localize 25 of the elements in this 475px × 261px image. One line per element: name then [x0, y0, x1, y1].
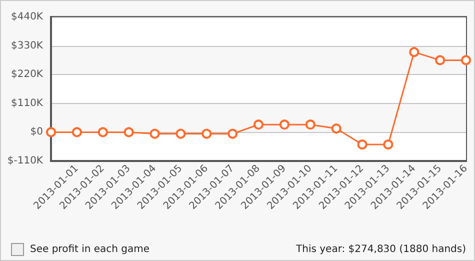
y-tick-label: $440K	[10, 12, 44, 22]
text: This year: $274,830 (1880 hands)	[296, 244, 466, 255]
y-tick-label: $-110K	[7, 156, 44, 166]
y-tick-label: $330K	[10, 40, 44, 52]
y-tick-label: $110K	[10, 98, 44, 109]
point	[176, 128, 186, 139]
point	[98, 127, 108, 138]
point	[461, 55, 471, 66]
point	[46, 127, 56, 138]
point	[124, 127, 134, 138]
point	[202, 128, 212, 139]
point	[72, 127, 82, 138]
point	[357, 140, 368, 150]
point	[331, 124, 342, 134]
point	[228, 128, 238, 139]
point	[254, 120, 264, 130]
text: See profit in each game	[30, 244, 150, 255]
point	[409, 47, 420, 58]
point	[383, 140, 394, 150]
y-tick-label: $0	[30, 126, 43, 138]
point	[305, 120, 316, 130]
point	[150, 128, 160, 139]
y-tick-label: $220K	[10, 69, 44, 80]
point	[279, 120, 290, 130]
point	[435, 55, 446, 66]
